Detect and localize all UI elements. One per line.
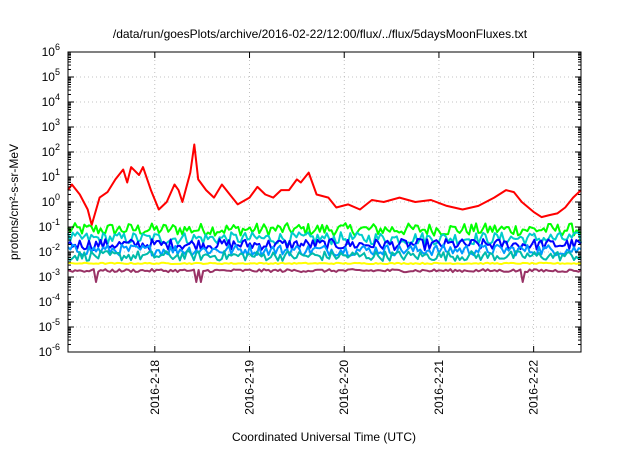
series-line-6 (67, 249, 582, 262)
y-tick-label: 10-4 (39, 292, 60, 309)
grid-lines (68, 52, 581, 352)
y-tick-label: 10-2 (39, 242, 60, 259)
chart-title: /data/run/goesPlots/archive/2016-02-22/1… (113, 27, 528, 41)
y-tick-label: 106 (42, 42, 60, 59)
y-tick-label: 101 (42, 167, 60, 184)
plot-frame (67, 51, 582, 353)
y-tick-label: 102 (42, 142, 60, 159)
series-layer (67, 143, 582, 283)
series-line-8 (67, 268, 582, 283)
y-tick-label: 103 (42, 117, 60, 134)
x-tick-label: 2016-2-20 (337, 360, 351, 415)
series-line-3 (67, 231, 582, 246)
x-tick-label: 2016-2-19 (243, 360, 257, 415)
y-tick-label: 100 (42, 192, 60, 209)
y-tick-label: 105 (42, 67, 60, 84)
x-tick-label: 2016-2-21 (432, 360, 446, 415)
y-tick-label: 10-6 (39, 342, 60, 359)
y-tick-label: 104 (42, 92, 60, 109)
x-tick-label: 2016-2-22 (527, 360, 541, 415)
series-line-4 (67, 237, 582, 251)
y-tick-label: 10-3 (39, 267, 60, 284)
x-axis-label: Coordinated Universal Time (UTC) (232, 430, 416, 444)
x-tick-label: 2016-2-18 (148, 360, 162, 415)
series-line-1 (67, 143, 582, 226)
y-axis-label: protons/cm²-s-sr-MeV (7, 144, 21, 260)
series-line-7 (67, 261, 582, 265)
y-tick-label: 10-5 (39, 317, 60, 334)
y-tick-label: 10-1 (39, 217, 60, 234)
series-line-2 (67, 222, 582, 237)
